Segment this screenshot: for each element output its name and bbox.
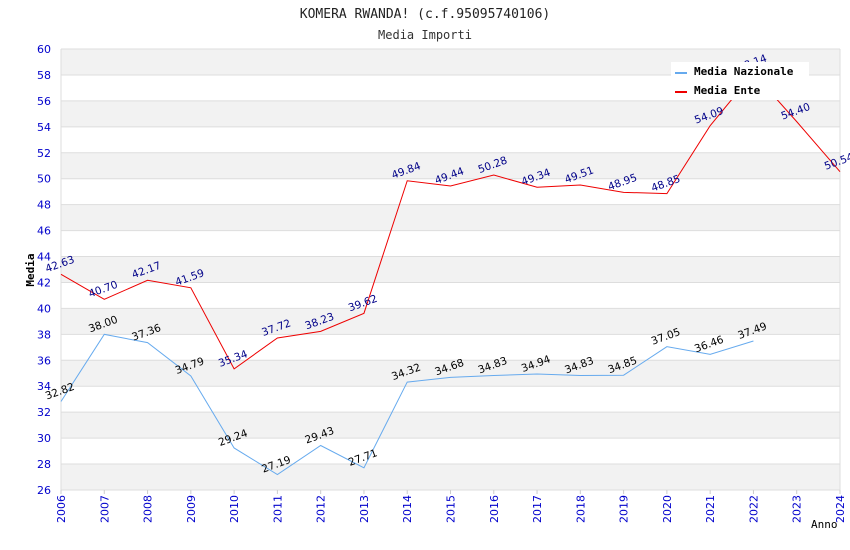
x-tick-label: 2023 — [791, 495, 804, 523]
grid-bands — [61, 49, 840, 490]
grid-band — [61, 204, 840, 231]
x-tick-label: 2022 — [747, 495, 760, 523]
legend-label-media-ente: Media Ente — [694, 84, 761, 97]
y-tick-label: 52 — [37, 147, 51, 160]
x-tick-label: 2006 — [55, 495, 68, 523]
x-tick-label: 2008 — [142, 495, 155, 523]
grid-band — [61, 282, 840, 309]
chart-subtitle: Media Importi — [378, 28, 472, 42]
legend-box — [671, 62, 809, 100]
x-tick-label: 2013 — [358, 495, 371, 523]
y-tick-label: 42 — [37, 276, 51, 289]
x-tick-label: 2010 — [228, 495, 241, 523]
y-tick-label: 32 — [37, 406, 51, 419]
series-line-media-nazionale — [60, 333, 754, 476]
chart-title: KOMERA RWANDA! (c.f.95095740106) — [300, 7, 550, 22]
x-tick-label: 2021 — [704, 495, 717, 523]
grid-band — [61, 360, 840, 387]
y-tick-label: 36 — [37, 354, 51, 367]
grid-band — [61, 308, 840, 335]
x-tick-label: 2024 — [834, 495, 847, 523]
x-tick-label: 2015 — [445, 495, 458, 523]
y-axis-label: Media — [24, 253, 37, 286]
y-tick-label: 46 — [37, 225, 51, 238]
grid-band — [61, 386, 840, 413]
y-tick-label: 30 — [37, 432, 51, 445]
grid-band — [61, 178, 840, 205]
y-tick-label: 44 — [37, 251, 51, 264]
grid-lines — [60, 48, 841, 491]
x-tick-label: 2019 — [618, 495, 631, 523]
x-tick-label: 2020 — [661, 495, 674, 523]
grid-band — [61, 334, 840, 361]
grid-band — [61, 464, 840, 490]
y-tick-label: 54 — [37, 121, 51, 134]
y-tick-label: 60 — [37, 43, 51, 56]
y-axis-ticks: 26 28 30 32 34 36 38 40 42 44 46 48 50 52 54 56 58 60 — [37, 43, 51, 497]
y-tick-label: 34 — [37, 380, 51, 393]
y-tick-label: 26 — [37, 484, 51, 497]
series-layer — [60, 72, 841, 476]
y-tick-label: 58 — [37, 69, 51, 82]
x-tick-label: 2014 — [401, 495, 414, 523]
x-tick-label: 2007 — [98, 495, 111, 523]
grid-band — [61, 230, 840, 257]
y-tick-label: 50 — [37, 173, 51, 186]
x-axis-ticks: 2006 2007 2008 2009 2010 2011 2012 2013 2014 2015… — [55, 490, 847, 523]
y-tick-label: 56 — [37, 95, 51, 108]
grid-band — [61, 126, 840, 153]
x-tick-label: 2011 — [271, 495, 284, 523]
y-tick-label: 28 — [37, 458, 51, 471]
y-tick-label: 48 — [37, 199, 51, 212]
grid-band — [61, 152, 840, 179]
x-axis-label: Anno — [811, 518, 838, 531]
y-tick-label: 40 — [37, 302, 51, 315]
grid-band — [61, 256, 840, 283]
y-tick-label: 38 — [37, 328, 51, 341]
grid-band — [61, 412, 840, 439]
legend-label-media-nazionale: Media Nazionale — [694, 65, 794, 78]
x-tick-label: 2017 — [531, 495, 544, 523]
legend: Media Nazionale Media Ente — [671, 62, 809, 100]
x-tick-label: 2016 — [488, 495, 501, 523]
x-tick-label: 2018 — [574, 495, 587, 523]
series-line-media-ente — [60, 72, 841, 370]
x-tick-label: 2012 — [315, 495, 328, 523]
x-tick-label: 2009 — [185, 495, 198, 523]
grid-band — [61, 438, 840, 465]
grid-band — [61, 100, 840, 127]
